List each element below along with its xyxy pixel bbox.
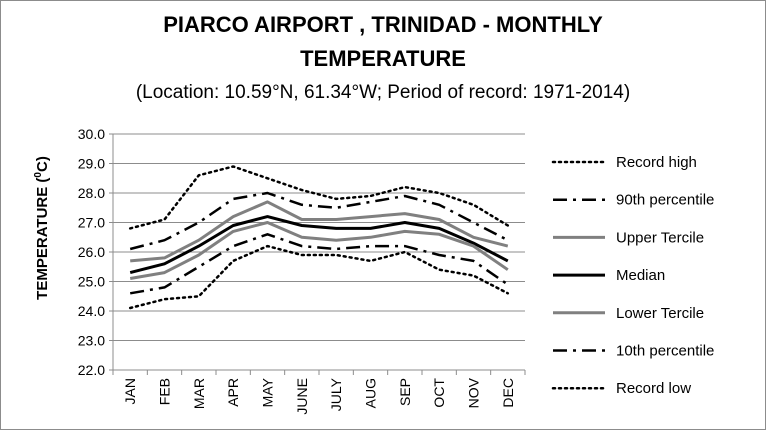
series-line-record-high bbox=[128, 165, 510, 230]
legend-label: 90th percentile bbox=[616, 192, 714, 209]
x-axis-ticks: JAN FEB MAR APR MAY JUNE JULY AUG SEP OCT NOV DEC bbox=[112, 370, 526, 415]
series-line-lower-tercile bbox=[129, 221, 509, 280]
y-tick-label: 23.0 bbox=[78, 333, 105, 349]
y-tick-label: 24.0 bbox=[78, 303, 105, 319]
y-tick-label: 29.0 bbox=[78, 156, 105, 172]
y-tick-label: 27.0 bbox=[78, 215, 105, 231]
y-tick-label: 26.0 bbox=[78, 244, 105, 260]
chart-title-line1: PIARCO AIRPORT , TRINIDAD - MONTHLY bbox=[163, 12, 603, 37]
x-tick-label: JAN bbox=[122, 378, 138, 404]
series-line-10th-percentile bbox=[129, 233, 509, 295]
y-axis-ticks: 22.0 23.0 24.0 25.0 26.0 27.0 28.0 29.0 30.0 bbox=[78, 126, 113, 378]
legend-label: 10th percentile bbox=[616, 343, 714, 360]
series-lines bbox=[128, 165, 510, 310]
legend-label: Record low bbox=[616, 380, 691, 397]
x-tick-label: JULY bbox=[328, 377, 344, 411]
x-tick-label: SEP bbox=[397, 378, 413, 406]
series-line-upper-tercile bbox=[130, 200, 509, 263]
series-line-record-low bbox=[128, 244, 510, 310]
legend-label: Upper Tercile bbox=[616, 229, 704, 246]
y-tick-label: 28.0 bbox=[78, 185, 105, 201]
x-tick-label: APR bbox=[225, 378, 241, 407]
x-tick-label: FEB bbox=[157, 378, 173, 405]
legend-label: Lower Tercile bbox=[616, 305, 704, 322]
chart-subtitle: (Location: 10.59°N, 61.34°W; Period of r… bbox=[135, 82, 631, 103]
legend: Record high 90th percentile Upper Tercile M… bbox=[551, 154, 714, 397]
x-tick-label: MAY bbox=[260, 377, 276, 407]
series-line-90th-percentile bbox=[129, 191, 509, 251]
legend-label: Record high bbox=[616, 154, 697, 171]
series-line-median bbox=[129, 215, 509, 275]
x-tick-label: OCT bbox=[431, 378, 447, 408]
y-axis-label: TEMPERATURE (0C) bbox=[33, 156, 51, 300]
y-tick-label: 22.0 bbox=[78, 362, 105, 378]
x-tick-label: AUG bbox=[363, 378, 379, 408]
x-tick-label: MAR bbox=[191, 378, 207, 409]
x-tick-label: NOV bbox=[466, 377, 482, 408]
legend-label: Median bbox=[616, 267, 665, 284]
y-tick-label: 30.0 bbox=[78, 126, 105, 142]
x-tick-label: DEC bbox=[500, 378, 516, 408]
x-tick-label: JUNE bbox=[294, 378, 310, 415]
chart-title-line2: TEMPERATURE bbox=[300, 46, 466, 71]
y-tick-label: 25.0 bbox=[78, 274, 105, 290]
